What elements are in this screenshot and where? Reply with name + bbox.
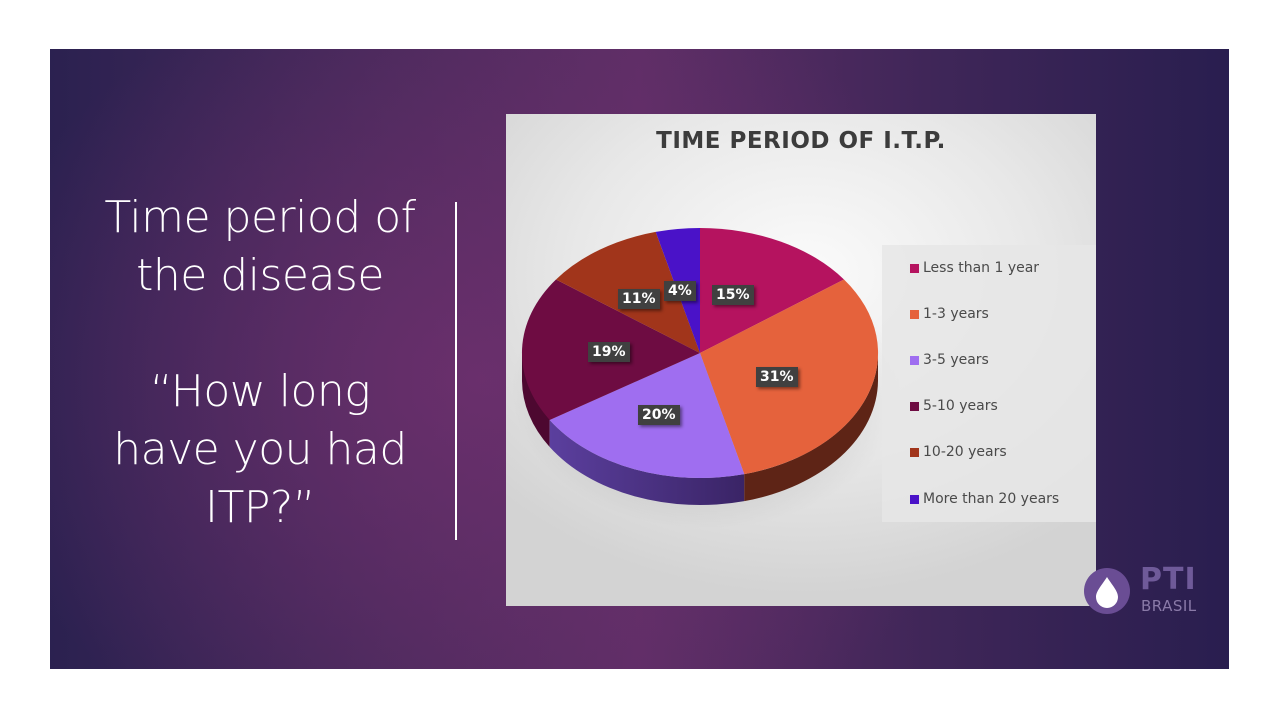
vertical-divider xyxy=(455,202,457,540)
pie-chart: TIME PERIOD OF I.T.P. xyxy=(506,114,1096,606)
data-label-10-20-years: 11% xyxy=(618,289,660,309)
legend-swatch xyxy=(910,263,919,273)
question-line-1: “How long xyxy=(149,366,371,417)
data-label-5-10-years: 19% xyxy=(588,342,630,362)
question-line-3: ITP?” xyxy=(204,482,316,533)
legend-swatch xyxy=(910,401,919,411)
slice-less-than-1-year xyxy=(700,228,844,353)
data-label-more-than-20-years: 4% xyxy=(664,281,696,301)
data-label-1-3-years: 31% xyxy=(756,367,798,387)
data-label-3-5-years: 20% xyxy=(638,405,680,425)
legend-swatch xyxy=(910,494,919,504)
legend-swatch xyxy=(910,309,919,319)
heading-line-2: the disease xyxy=(136,250,384,301)
chart-title: TIME PERIOD OF I.T.P. xyxy=(656,128,946,154)
slide: Time period of the disease “How long hav… xyxy=(50,49,1229,669)
legend-label: 3-5 years xyxy=(923,352,989,368)
pti-brasil-logo: PTI BRASIL xyxy=(1084,562,1214,626)
logo-name: PTI xyxy=(1140,562,1197,597)
slide-text: Time period of the disease “How long hav… xyxy=(70,189,450,537)
slice-side-1-3 xyxy=(744,353,878,502)
legend-label: 5-10 years xyxy=(923,398,998,414)
chart-legend: Less than 1 year 1-3 years 3-5 years 5-1… xyxy=(882,245,1096,522)
heading-line-1: Time period of xyxy=(104,192,416,243)
legend-item-5-10-years: 5-10 years xyxy=(910,396,998,416)
legend-label: 10-20 years xyxy=(923,444,1007,460)
data-label-less-than-1-year: 15% xyxy=(712,285,754,305)
question-line-2: have you had xyxy=(113,424,407,475)
legend-label: 1-3 years xyxy=(923,306,989,322)
legend-label: More than 20 years xyxy=(923,491,1060,507)
logo-circle xyxy=(1084,568,1130,614)
legend-item-less-than-1-year: Less than 1 year xyxy=(910,258,1039,278)
drop-icon xyxy=(1096,577,1118,608)
legend-item-1-3-years: 1-3 years xyxy=(910,304,989,324)
slice-side-3-5 xyxy=(549,420,745,506)
legend-swatch xyxy=(910,355,919,365)
legend-item-more-than-20-years: More than 20 years xyxy=(910,489,1059,509)
legend-swatch xyxy=(910,447,919,457)
logo-subtitle: BRASIL xyxy=(1141,597,1197,615)
legend-item-3-5-years: 3-5 years xyxy=(910,350,989,370)
legend-item-10-20-years: 10-20 years xyxy=(910,442,1007,462)
legend-label: Less than 1 year xyxy=(923,260,1040,276)
